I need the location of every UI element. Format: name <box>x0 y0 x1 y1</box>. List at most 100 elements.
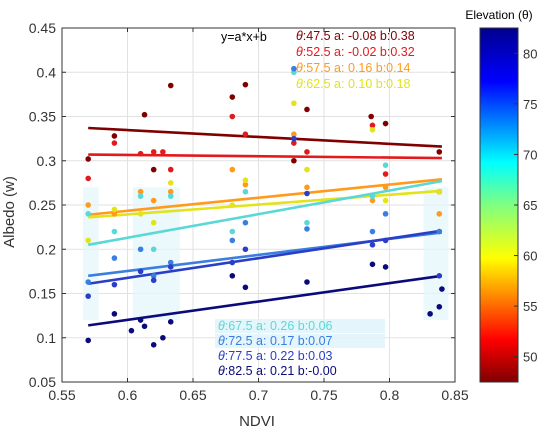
legend-entry-62-5: θ:62.5 a: 0.10 b:0.18 <box>296 77 411 91</box>
data-point-57-5 <box>369 197 376 204</box>
legend-entry-77-5: θ:77.5 a: 0.22 b:0.03 <box>218 349 333 363</box>
data-point-52-5 <box>150 149 157 155</box>
data-point-62-5 <box>85 237 91 244</box>
data-point-62-5 <box>369 126 376 133</box>
data-point-52-5 <box>304 149 310 155</box>
x-tick-label: 0.55 <box>48 387 75 403</box>
colorbar-tick-label: 65 <box>523 198 537 213</box>
data-point-57-5 <box>85 202 91 208</box>
y-tick-label: 0.4 <box>37 64 57 80</box>
data-point-57-5 <box>242 181 249 188</box>
data-point-72-5 <box>291 65 297 72</box>
data-point-77-5 <box>229 259 236 266</box>
data-point-82-5 <box>439 286 445 292</box>
data-point-62-5 <box>111 206 118 213</box>
data-point-82-5 <box>150 342 157 348</box>
colorbar <box>479 27 519 383</box>
data-point-47-5 <box>85 156 91 162</box>
data-point-47-5 <box>167 82 174 89</box>
x-tick-label: 0.85 <box>441 387 468 403</box>
fit-line-67-5 <box>87 179 443 247</box>
data-point-47-5 <box>304 106 310 113</box>
data-point-72-5 <box>137 246 144 253</box>
data-point-62-5 <box>382 197 389 204</box>
data-point-52-5 <box>291 140 297 146</box>
colorbar-tick-label: 75 <box>523 97 537 112</box>
y-tick-label: 0.45 <box>29 20 56 36</box>
data-point-57-5 <box>304 184 310 191</box>
data-point-82-5 <box>427 311 433 317</box>
data-point-82-5 <box>111 311 118 317</box>
data-point-82-5 <box>160 334 166 341</box>
colorbar-tick-label: 55 <box>523 299 537 314</box>
data-point-67-5 <box>382 162 389 168</box>
data-point-82-5 <box>304 279 310 285</box>
legend-entry-text: θ:82.5 a: 0.21 b:-0.00 <box>218 364 337 378</box>
data-point-57-5 <box>111 211 118 217</box>
data-point-52-5 <box>167 166 174 173</box>
x-tick-label: 0.6 <box>118 387 138 403</box>
data-point-47-5 <box>291 157 297 164</box>
x-tick-label: 0.65 <box>179 387 206 403</box>
data-point-47-5 <box>150 166 157 173</box>
fit-line-47-5 <box>88 126 442 148</box>
fit-line-57-5 <box>88 178 443 217</box>
data-point-52-5 <box>160 149 166 155</box>
data-point-72-5 <box>369 228 376 235</box>
y-tick-label: 0.3 <box>37 153 57 169</box>
data-point-47-5 <box>436 149 443 155</box>
data-point-77-5 <box>137 268 144 275</box>
data-point-77-5 <box>85 293 91 299</box>
data-point-67-5 <box>150 246 157 253</box>
data-point-72-5 <box>229 237 236 244</box>
equation-label: y=a*x+b <box>221 30 267 44</box>
y-tick-label: 0.25 <box>29 197 56 213</box>
data-point-77-5 <box>382 237 389 244</box>
data-point-72-5 <box>436 228 443 235</box>
legend-entry-text: θ:67.5 a: 0.26 b:0.06 <box>218 319 333 333</box>
data-point-52-5 <box>111 140 118 146</box>
data-point-82-5 <box>242 284 249 291</box>
data-point-52-5 <box>137 150 144 157</box>
x-tick-label: 0.7 <box>249 387 269 403</box>
data-point-67-5 <box>229 228 236 235</box>
data-point-52-5 <box>242 131 249 137</box>
data-point-62-5 <box>304 166 310 173</box>
data-point-52-5 <box>382 171 389 177</box>
y-axis-title: Albedo (w) <box>1 176 18 248</box>
data-point-62-5 <box>167 180 174 186</box>
legend-entry-bg <box>215 319 385 333</box>
data-point-82-5 <box>436 303 443 310</box>
data-point-67-5 <box>242 188 249 195</box>
data-point-47-5 <box>141 111 148 118</box>
data-point-77-5 <box>304 190 310 197</box>
data-point-62-5 <box>137 211 144 217</box>
colorbar-tick-label: 80 <box>523 46 537 61</box>
legend-entry-67-5: θ:67.5 a: 0.26 b:0.06 <box>215 319 385 333</box>
data-point-57-5 <box>167 188 174 195</box>
legend-entry-72-5: θ:72.5 a: 0.17 b:0.07 <box>215 334 385 348</box>
data-point-52-5 <box>229 113 236 120</box>
data-point-67-5 <box>304 219 310 226</box>
data-point-62-5 <box>229 202 236 208</box>
y-tick-label: 0.05 <box>29 374 56 390</box>
data-point-47-5 <box>111 133 118 139</box>
legend-entry-text: θ:47.5 a: -0.08 b:0.38 <box>296 29 415 43</box>
data-point-77-5 <box>242 246 249 253</box>
data-point-72-5 <box>304 226 310 232</box>
data-point-67-5 <box>167 193 174 199</box>
data-point-72-5 <box>111 255 118 261</box>
legend-entry-text: θ:57.5 a: 0.16 b:0.14 <box>296 61 411 75</box>
data-point-52-5 <box>369 122 376 129</box>
data-point-57-5 <box>229 166 236 173</box>
fit-line-52-5 <box>88 153 442 160</box>
data-point-57-5 <box>137 188 144 195</box>
legend-entry-text: θ:62.5 a: 0.10 b:0.18 <box>296 77 411 91</box>
colorbar-tick-label: 50 <box>523 350 537 365</box>
data-point-67-5 <box>85 211 91 217</box>
legend-entry-text: θ:77.5 a: 0.22 b:0.03 <box>218 349 333 363</box>
data-point-82-5 <box>369 261 376 268</box>
fit-line-62-5 <box>88 189 442 219</box>
data-point-47-5 <box>368 113 374 120</box>
